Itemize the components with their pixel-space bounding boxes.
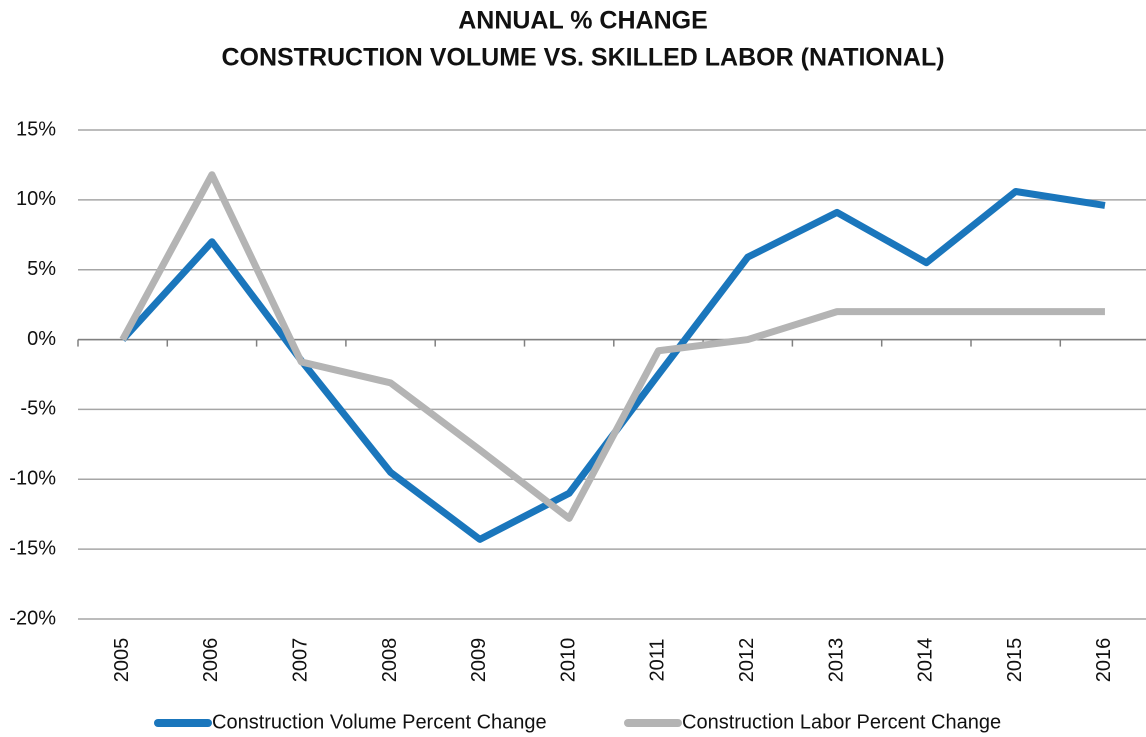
x-tick-label: 2016 (1093, 638, 1115, 683)
chart-title: ANNUAL % CHANGE (458, 7, 708, 35)
y-tick-label: 0% (27, 328, 56, 350)
legend-label: Construction Labor Percent Change (682, 711, 1001, 733)
x-tick-label: 2007 (290, 638, 312, 683)
x-tick-label: 2012 (736, 638, 758, 683)
x-tick-label: 2009 (468, 638, 490, 683)
x-tick-label: 2005 (111, 638, 133, 683)
y-tick-label: -5% (20, 398, 56, 420)
x-tick-label: 2013 (825, 638, 847, 683)
y-tick-label: 10% (16, 188, 56, 210)
y-tick-label: 5% (27, 258, 56, 280)
x-tick-label: 2015 (1004, 638, 1026, 683)
series-line (120, 187, 1106, 543)
x-tick-label: 2010 (557, 638, 579, 683)
y-tick-label: -15% (9, 537, 56, 559)
y-tick-label: -20% (9, 607, 56, 629)
legend-label: Construction Volume Percent Change (212, 711, 547, 733)
x-tick-label: 2011 (647, 638, 669, 681)
y-tick-label: -10% (9, 468, 56, 490)
series-line (119, 171, 1105, 522)
y-tick-label: 15% (16, 118, 56, 140)
x-tick-label: 2014 (915, 638, 937, 683)
x-tick-label: 2008 (379, 638, 401, 683)
x-tick-label: 2006 (200, 638, 222, 683)
chart-title: CONSTRUCTION VOLUME VS. SKILLED LABOR (N… (221, 44, 944, 72)
